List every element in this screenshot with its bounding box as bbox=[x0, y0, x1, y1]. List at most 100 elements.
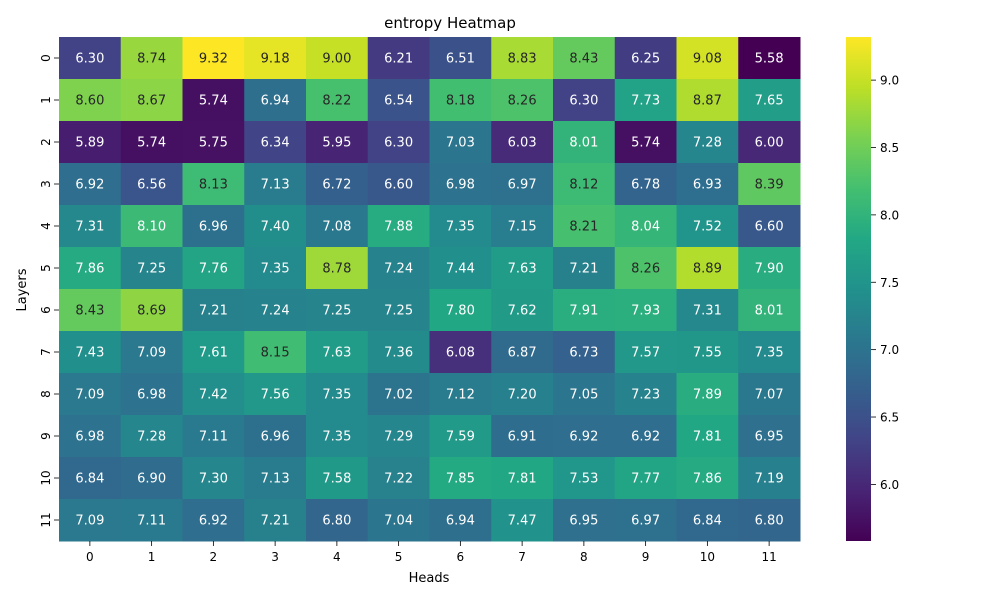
cell-value-label: 7.86 bbox=[693, 472, 722, 487]
heatmap-cells: 6.30 8.74 9.32 9.18 9.00 6.21 6.51 8.83 8.43 6.25… bbox=[59, 37, 801, 542]
cell-value-label: 7.65 bbox=[755, 94, 784, 109]
cell-value-label: 6.84 bbox=[693, 514, 722, 529]
heatmap-cell bbox=[120, 457, 183, 500]
y-tick-label: 11 bbox=[39, 512, 53, 527]
y-tick-label: 1 bbox=[39, 96, 53, 104]
cell-value-label: 8.43 bbox=[75, 304, 104, 319]
cell-value-label: 8.43 bbox=[569, 52, 598, 67]
heatmap-cell bbox=[676, 205, 739, 248]
heatmap-cell bbox=[676, 331, 739, 374]
heatmap-cell bbox=[59, 163, 122, 206]
cell-value-label: 7.76 bbox=[199, 262, 228, 277]
cell-value-label: 6.92 bbox=[569, 430, 598, 445]
cell-value-label: 6.96 bbox=[199, 220, 228, 235]
cell-value-label: 6.30 bbox=[75, 52, 104, 67]
cell-value-label: 7.13 bbox=[261, 472, 290, 487]
heatmap-cell bbox=[491, 79, 554, 122]
heatmap-cell bbox=[738, 373, 801, 416]
cell-value-label: 9.18 bbox=[261, 52, 290, 67]
cell-value-label: 7.03 bbox=[446, 136, 475, 151]
cell-value-label: 7.35 bbox=[261, 262, 290, 277]
cell-value-label: 8.04 bbox=[631, 220, 660, 235]
heatmap-cell bbox=[491, 289, 554, 332]
cell-value-label: 7.08 bbox=[322, 220, 351, 235]
cell-value-label: 6.97 bbox=[508, 178, 537, 193]
heatmap-cell bbox=[553, 373, 616, 416]
heatmap-cell bbox=[738, 37, 801, 80]
cell-value-label: 7.73 bbox=[631, 94, 660, 109]
colorbar-tick-label: 8.5 bbox=[880, 141, 899, 155]
cell-value-label: 7.35 bbox=[446, 220, 475, 235]
heatmap-cell bbox=[614, 79, 677, 122]
heatmap-cell bbox=[182, 37, 245, 80]
heatmap-cell bbox=[429, 247, 492, 290]
y-tick-label: 5 bbox=[39, 264, 53, 272]
heatmap-cell bbox=[182, 499, 245, 542]
heatmap-cell bbox=[182, 79, 245, 122]
cell-value-label: 7.23 bbox=[631, 388, 660, 403]
heatmap-cell bbox=[244, 121, 307, 164]
cell-value-label: 7.90 bbox=[755, 262, 784, 277]
cell-value-label: 7.31 bbox=[75, 220, 104, 235]
heatmap-cell bbox=[59, 79, 122, 122]
heatmap-cell bbox=[553, 37, 616, 80]
x-tick-label: 8 bbox=[580, 550, 588, 564]
cell-value-label: 7.19 bbox=[755, 472, 784, 487]
cell-value-label: 7.85 bbox=[446, 472, 475, 487]
cell-value-label: 7.86 bbox=[75, 262, 104, 277]
x-tick-label: 2 bbox=[210, 550, 218, 564]
heatmap-cell bbox=[244, 331, 307, 374]
heatmap-cell bbox=[553, 163, 616, 206]
heatmap-cell bbox=[367, 163, 430, 206]
heatmap-cell bbox=[491, 415, 554, 458]
colorbar-tick-label: 7.5 bbox=[880, 276, 899, 290]
colorbar-tick-label: 6.0 bbox=[880, 478, 899, 492]
y-tick-label: 8 bbox=[39, 390, 53, 398]
cell-value-label: 8.22 bbox=[322, 94, 351, 109]
heatmap-cell bbox=[120, 373, 183, 416]
cell-value-label: 7.09 bbox=[75, 514, 104, 529]
heatmap-cell bbox=[367, 79, 430, 122]
cell-value-label: 5.89 bbox=[75, 136, 104, 151]
y-axis-label: Layers bbox=[15, 268, 30, 311]
heatmap-cell bbox=[553, 121, 616, 164]
chart-title: entropy Heatmap bbox=[384, 14, 516, 32]
cell-value-label: 9.08 bbox=[693, 52, 722, 67]
heatmap-cell bbox=[59, 499, 122, 542]
heatmap-cell bbox=[182, 247, 245, 290]
heatmap-cell bbox=[59, 121, 122, 164]
heatmap-cell bbox=[367, 499, 430, 542]
heatmap-cell bbox=[306, 205, 369, 248]
cell-value-label: 6.72 bbox=[322, 178, 351, 193]
cell-value-label: 5.58 bbox=[755, 52, 784, 67]
heatmap-cell bbox=[244, 247, 307, 290]
cell-value-label: 6.34 bbox=[261, 136, 290, 151]
cell-value-label: 7.59 bbox=[446, 430, 475, 445]
heatmap-cell bbox=[614, 457, 677, 500]
cell-value-label: 7.25 bbox=[322, 304, 351, 319]
heatmap-cell bbox=[306, 499, 369, 542]
heatmap-cell bbox=[182, 163, 245, 206]
heatmap-cell bbox=[367, 415, 430, 458]
cell-value-label: 8.12 bbox=[569, 178, 598, 193]
cell-value-label: 6.95 bbox=[569, 514, 598, 529]
cell-value-label: 7.55 bbox=[693, 346, 722, 361]
cell-value-label: 6.78 bbox=[631, 178, 660, 193]
heatmap-cell bbox=[120, 205, 183, 248]
cell-value-label: 8.21 bbox=[569, 220, 598, 235]
heatmap-cell bbox=[738, 205, 801, 248]
cell-value-label: 7.52 bbox=[693, 220, 722, 235]
cell-value-label: 8.83 bbox=[508, 52, 537, 67]
heatmap-cell bbox=[244, 499, 307, 542]
cell-value-label: 5.74 bbox=[199, 94, 228, 109]
cell-value-label: 7.53 bbox=[569, 472, 598, 487]
cell-value-label: 8.10 bbox=[137, 220, 166, 235]
heatmap-cell bbox=[244, 205, 307, 248]
x-tick-label: 1 bbox=[148, 550, 156, 564]
heatmap-cell bbox=[614, 37, 677, 80]
x-tick-label: 5 bbox=[395, 550, 403, 564]
cell-value-label: 7.58 bbox=[322, 472, 351, 487]
cell-value-label: 6.80 bbox=[755, 514, 784, 529]
x-tick-label: 7 bbox=[518, 550, 526, 564]
heatmap-cell bbox=[676, 163, 739, 206]
